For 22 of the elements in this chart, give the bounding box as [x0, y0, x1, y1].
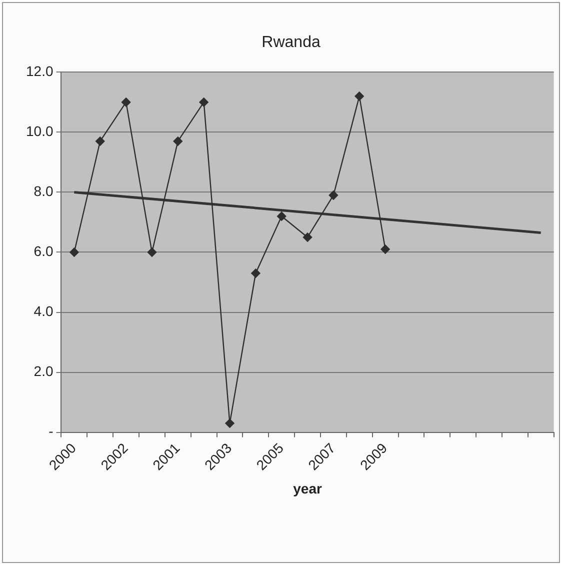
x-axis-title: year — [293, 480, 322, 496]
point — [96, 136, 105, 146]
y-tick-label: 8.0 — [34, 183, 54, 200]
point — [302, 232, 312, 242]
y-tick-label: 12.0 — [26, 63, 54, 80]
point — [147, 248, 157, 257]
y-tick-label: 4.0 — [34, 303, 54, 320]
point — [173, 136, 183, 146]
point — [354, 92, 364, 101]
y-tick-label: 2.0 — [34, 363, 54, 380]
y-tick-label: 6.0 — [34, 243, 54, 260]
point — [328, 190, 338, 200]
point — [277, 212, 286, 221]
point — [225, 418, 234, 428]
point — [380, 244, 390, 254]
point — [251, 268, 260, 278]
point — [121, 98, 131, 107]
y-tick-label: 10.0 — [26, 123, 54, 140]
y-tick-label: - — [48, 423, 54, 440]
point — [70, 248, 79, 257]
point — [199, 98, 208, 107]
chart-title: Rwanda — [262, 34, 320, 52]
